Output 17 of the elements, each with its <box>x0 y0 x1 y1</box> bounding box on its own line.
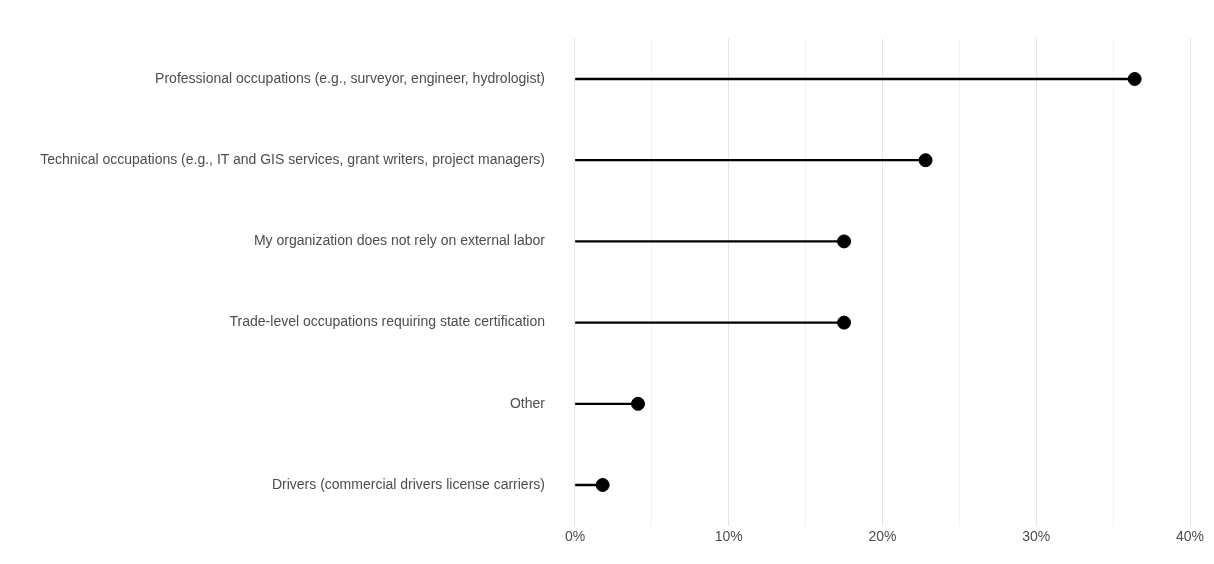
x-tick-label: 40% <box>1175 527 1205 544</box>
x-tick-label: 30% <box>1022 527 1051 544</box>
x-tick-label: 10% <box>714 527 743 544</box>
point <box>837 315 852 330</box>
point <box>595 478 610 492</box>
x-tick-label: 0% <box>564 527 586 544</box>
y-tick-label: Technical occupations (e.g., IT and GIS services, grant writers, project managers) <box>40 151 545 168</box>
x-tick-label: 20% <box>868 527 897 544</box>
y-tick-label: Drivers (commercial drivers license carriers) <box>271 475 545 492</box>
y-tick-label: My organization does not rely on external labor <box>253 232 546 249</box>
point <box>918 153 933 168</box>
y-tick-label: Other <box>509 394 546 411</box>
point <box>631 396 646 411</box>
point <box>1127 72 1142 86</box>
point <box>837 234 852 249</box>
y-tick-label: Trade-level occupations requiring state certification <box>229 313 545 330</box>
y-tick-label: Professional occupations (e.g., surveyor, engineer, hydrologist) <box>155 69 545 86</box>
